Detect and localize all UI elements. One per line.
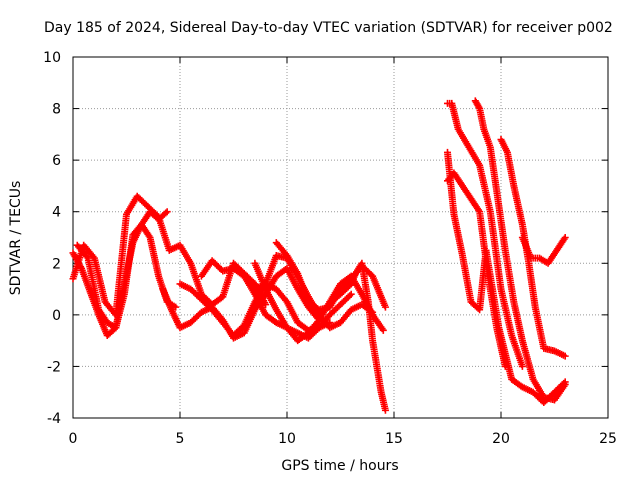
data-point [561, 352, 569, 360]
data-point [381, 303, 389, 311]
data-point [561, 234, 569, 241]
y-axis-label: SDTVAR / TECUs [8, 181, 24, 296]
y-tick-label: 4 [52, 205, 61, 221]
chart-title: Day 185 of 2024, Sidereal Day-to-day VTE… [44, 20, 613, 36]
series-sat-i [272, 239, 389, 314]
series-sat-c [69, 208, 171, 339]
axis-ticks: 0 5 10 15 20 25 -4 -2 0 2 4 6 8 10 [43, 50, 617, 447]
data-point [379, 326, 387, 334]
data-point [561, 380, 569, 388]
y-tick-label: 6 [52, 153, 61, 169]
series-sat-o [497, 136, 569, 360]
y-tick-label: 2 [52, 256, 61, 272]
series-sat-m [444, 148, 569, 407]
data-point [381, 406, 389, 414]
x-tick-label: 15 [385, 431, 403, 447]
data-point [518, 362, 526, 370]
y-tick-label: 0 [52, 308, 61, 324]
data-point [162, 209, 170, 217]
y-tick-label: 10 [43, 50, 61, 66]
y-tick-label: 8 [52, 102, 61, 118]
data-point [347, 290, 355, 298]
y-tick-label: -4 [47, 411, 61, 427]
series-sat-k [444, 99, 526, 370]
series-sat-j [326, 259, 389, 414]
x-axis-label: GPS time / hours [281, 458, 398, 474]
data-marks [69, 97, 569, 414]
plot-frame [72, 56, 609, 419]
data-point [262, 301, 270, 309]
data-point [163, 208, 171, 216]
x-tick-label: 20 [492, 431, 510, 447]
series-sat-n [471, 97, 569, 404]
series-sat-p [518, 234, 569, 267]
x-tick-label: 5 [176, 431, 185, 447]
x-tick-label: 0 [69, 431, 78, 447]
data-point [346, 292, 354, 300]
x-tick-label: 10 [278, 431, 296, 447]
grid [73, 57, 608, 418]
y-tick-label: -2 [47, 359, 61, 375]
x-tick-label: 25 [599, 431, 617, 447]
